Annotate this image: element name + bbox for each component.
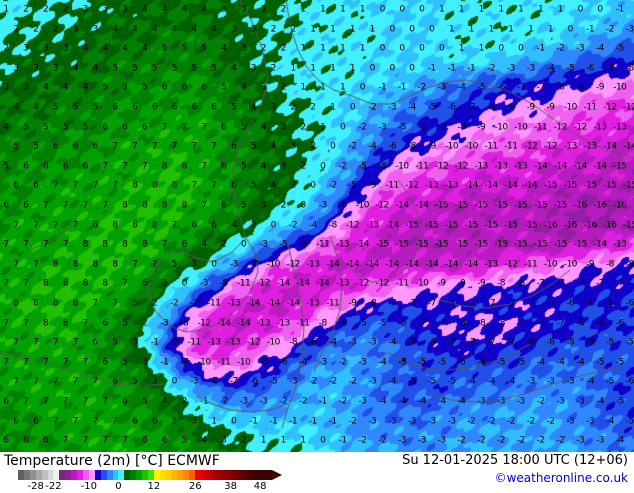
colorbar-swatch (136, 470, 143, 480)
colorbar-swatch (100, 470, 107, 480)
colorbar-tick: 38 (224, 481, 238, 492)
colorbar-tick-labels: -28 -22 -10 0 12 26 38 48 (18, 481, 272, 493)
colorbar-swatch (236, 470, 243, 480)
colorbar-swatch (130, 470, 137, 480)
copyright-notice: ©weatheronline.co.uk (494, 471, 628, 485)
colorbar-tick: 48 (253, 481, 267, 492)
colorbar-swatch (124, 470, 131, 480)
colorbar-tick: -10 (80, 481, 98, 492)
colorbar-swatch (59, 470, 66, 480)
colorbar-tick: -28 (27, 481, 44, 492)
colorbar-swatch (195, 470, 202, 480)
colorbar-swatch (35, 470, 42, 480)
colorbar-swatch (177, 470, 184, 480)
temperature-colorbar[interactable]: -28 -22 -10 0 12 26 38 48 (18, 470, 282, 492)
colorbar-swatch (41, 470, 48, 480)
colorbar-swatch (29, 470, 36, 480)
colorbar-swatch (224, 470, 231, 480)
temperature-map[interactable]: 1 2 2 2 3 3 3 4 4 4 4 3 3 3 2 1 1 1 1 0 0 0 1 1 1 1 1 1 1 0 0 -1 2 2 2 3 3 4 4… (0, 0, 634, 452)
colorbar-swatch (159, 470, 166, 480)
colorbar-swatch (171, 470, 178, 480)
colorbar-tick: 26 (188, 481, 202, 492)
colorbar-swatch (201, 470, 207, 480)
colorbar-swatch (207, 470, 213, 480)
colorbar-swatch (118, 470, 125, 480)
colorbar-swatch (53, 470, 60, 480)
colorbar-swatch (254, 470, 272, 480)
colorbar-swatch (65, 470, 72, 480)
colorbar-tick: -22 (45, 481, 62, 492)
product-title: Temperature (2m) [°C] ECMWF (4, 453, 220, 469)
colorbar-tick: 12 (147, 481, 161, 492)
colorbar-swatch (23, 470, 30, 480)
colorbar-swatches (18, 470, 272, 480)
colorbar-swatch (153, 470, 160, 480)
colorbar-swatch (82, 470, 89, 480)
colorbar-swatch (242, 470, 249, 480)
map-footer: Temperature (2m) [°C] ECMWF Su 12-01-202… (0, 452, 634, 492)
colorbar-swatch (94, 470, 101, 480)
colorbar-swatch (112, 470, 119, 480)
colorbar-max-arrow (272, 470, 282, 480)
colorbar-swatch (18, 470, 24, 480)
colorbar-swatch (248, 470, 255, 480)
colorbar-swatch (106, 470, 113, 480)
colorbar-swatch (47, 470, 54, 480)
colorbar-swatch (165, 470, 172, 480)
colorbar-swatch (183, 470, 190, 480)
colorbar-swatch (189, 470, 196, 480)
colorbar-swatch (212, 470, 219, 480)
temperature-field-canvas (0, 0, 634, 452)
model-run-timestamp: Su 12-01-2025 18:00 UTC (12+06) (402, 453, 628, 468)
colorbar-swatch (230, 470, 237, 480)
colorbar-swatch (71, 470, 78, 480)
colorbar-tick: 0 (115, 481, 122, 492)
colorbar-swatch (77, 470, 83, 480)
colorbar-swatch (147, 470, 154, 480)
colorbar-swatch (142, 470, 148, 480)
colorbar-swatch (218, 470, 225, 480)
colorbar-swatch (88, 470, 95, 480)
